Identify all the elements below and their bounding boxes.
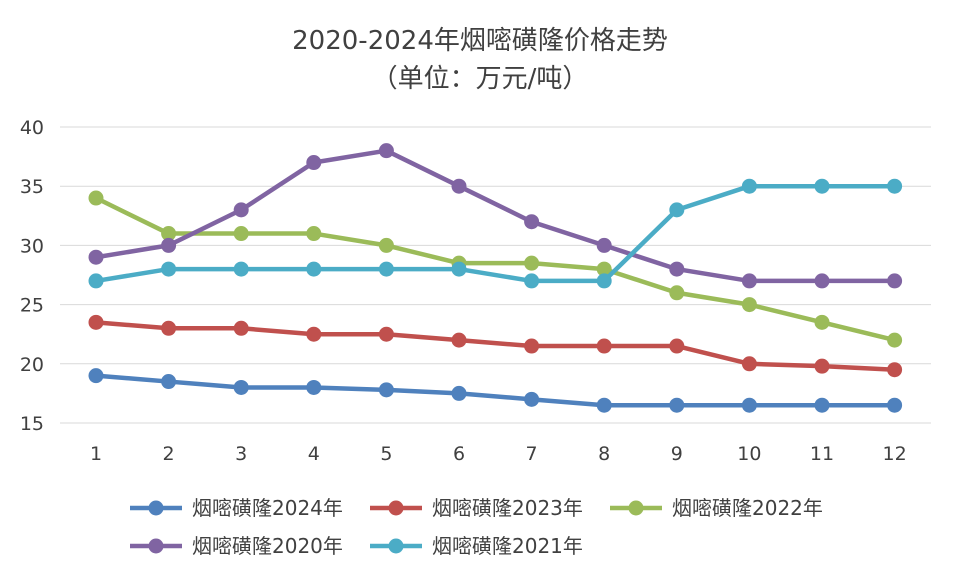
data-point <box>233 261 249 277</box>
legend-label: 烟嘧磺隆2024年 <box>192 496 343 520</box>
data-point <box>233 379 249 395</box>
data-point <box>233 320 249 336</box>
data-point <box>669 397 685 413</box>
x-tick-label: 10 <box>737 443 761 465</box>
data-point <box>669 261 685 277</box>
data-point <box>161 237 177 253</box>
data-point <box>814 273 830 289</box>
data-point <box>378 326 394 342</box>
x-tick-label: 3 <box>235 443 247 465</box>
data-point <box>814 358 830 374</box>
x-tick-label: 11 <box>810 443 834 465</box>
data-point <box>306 226 322 242</box>
data-point <box>378 143 394 159</box>
data-point <box>814 178 830 194</box>
data-point <box>233 226 249 242</box>
legend-swatch-marker <box>388 538 404 554</box>
data-point <box>814 397 830 413</box>
y-tick-label: 25 <box>20 295 44 317</box>
data-point <box>524 391 540 407</box>
x-tick-label: 5 <box>380 443 392 465</box>
data-point <box>88 273 104 289</box>
data-point <box>306 261 322 277</box>
data-point <box>161 261 177 277</box>
data-point <box>596 273 612 289</box>
data-point <box>161 320 177 336</box>
data-point <box>741 273 757 289</box>
data-point <box>814 314 830 330</box>
data-point <box>451 385 467 401</box>
legend-label: 烟嘧磺隆2022年 <box>672 496 823 520</box>
y-tick-label: 30 <box>20 235 44 257</box>
data-point <box>669 338 685 354</box>
legend-swatch-marker <box>148 500 164 516</box>
series-line <box>93 148 897 284</box>
data-point <box>524 338 540 354</box>
series-line <box>93 320 897 372</box>
data-point <box>741 178 757 194</box>
series-line <box>93 195 897 343</box>
legend-label: 烟嘧磺隆2021年 <box>432 534 583 558</box>
data-point <box>161 226 177 242</box>
data-point <box>669 285 685 301</box>
data-point <box>88 314 104 330</box>
data-point <box>669 202 685 218</box>
data-point <box>887 362 903 378</box>
data-point <box>741 397 757 413</box>
x-tick-label: 2 <box>163 443 175 465</box>
y-tick-label: 40 <box>20 117 44 139</box>
data-point <box>161 374 177 390</box>
data-point <box>306 326 322 342</box>
data-point <box>378 261 394 277</box>
data-point <box>887 273 903 289</box>
data-point <box>596 397 612 413</box>
chart-subtitle: （单位：万元/吨） <box>371 64 589 94</box>
data-point <box>887 178 903 194</box>
legend-swatch-marker <box>388 500 404 516</box>
x-tick-label: 8 <box>598 443 610 465</box>
x-tick-label: 6 <box>453 443 465 465</box>
legend-label: 烟嘧磺隆2023年 <box>432 496 583 520</box>
y-tick-label: 15 <box>20 413 44 435</box>
series-line <box>93 373 897 408</box>
x-tick-label: 4 <box>308 443 320 465</box>
data-point <box>451 178 467 194</box>
data-point <box>378 237 394 253</box>
data-point <box>378 382 394 398</box>
data-point <box>887 397 903 413</box>
x-tick-label: 9 <box>671 443 683 465</box>
x-tick-label: 12 <box>883 443 907 465</box>
x-tick-label: 7 <box>526 443 538 465</box>
data-point <box>306 155 322 171</box>
data-point <box>741 297 757 313</box>
data-point <box>596 261 612 277</box>
data-point <box>741 356 757 372</box>
data-point <box>233 202 249 218</box>
data-point <box>88 190 104 206</box>
legend-label: 烟嘧磺隆2020年 <box>192 534 343 558</box>
series-line <box>93 183 897 284</box>
legend-swatch-marker <box>148 538 164 554</box>
chart-title: 2020-2024年烟嘧磺隆价格走势 <box>292 26 668 56</box>
y-tick-label: 35 <box>20 176 44 198</box>
data-point <box>524 273 540 289</box>
data-point <box>596 237 612 253</box>
data-point <box>451 261 467 277</box>
data-point <box>524 255 540 271</box>
data-point <box>88 249 104 265</box>
data-point <box>524 214 540 230</box>
data-point <box>887 332 903 348</box>
data-point <box>596 338 612 354</box>
legend-swatch-marker <box>628 500 644 516</box>
y-tick-label: 20 <box>20 354 44 376</box>
data-point <box>451 332 467 348</box>
data-point <box>306 379 322 395</box>
data-point <box>88 368 104 384</box>
x-tick-label: 1 <box>90 443 102 465</box>
